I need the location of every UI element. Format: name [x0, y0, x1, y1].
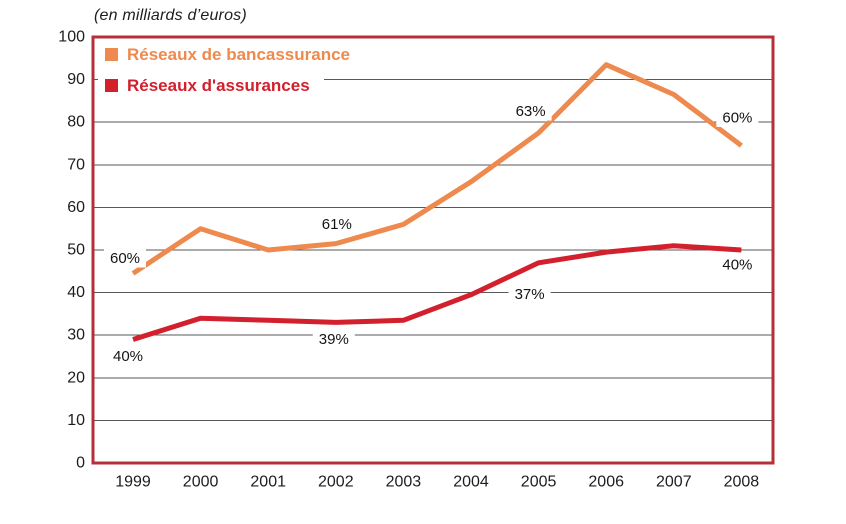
- y-axis-tick-label: 60: [67, 199, 85, 216]
- y-axis-tick-label: 80: [67, 114, 85, 131]
- legend: Réseaux de bancassurance Réseaux d'assur…: [98, 41, 365, 99]
- series-line-assurances: [132, 243, 742, 342]
- data-label: 60%: [722, 109, 752, 126]
- legend-swatch-assurances-icon: [105, 79, 118, 92]
- x-axis-tick-label: 2004: [453, 473, 489, 490]
- y-axis-tick-label: 70: [67, 156, 85, 173]
- data-label: 61%: [322, 216, 352, 233]
- data-label: 40%: [722, 256, 752, 273]
- data-label-halo: [312, 330, 355, 349]
- legend-swatch-bancassurance-icon: [105, 48, 118, 61]
- legend-item-assurances: Réseaux d'assurances: [98, 72, 324, 99]
- y-axis-tick-label: 100: [58, 29, 85, 46]
- data-label-halo: [716, 255, 759, 274]
- x-axis-tick-label: 2007: [656, 473, 692, 490]
- data-label: 40%: [113, 348, 143, 365]
- data-label: 37%: [515, 286, 545, 303]
- y-axis-unit-label: (en milliards d’euros): [94, 7, 247, 24]
- data-label: 63%: [516, 103, 546, 120]
- data-label-halo: [509, 102, 552, 121]
- x-axis-tick-label: 2002: [318, 473, 354, 490]
- data-label: 60%: [110, 250, 140, 267]
- x-axis-tick-label: 2008: [724, 473, 760, 490]
- x-axis-tick-label: 2003: [386, 473, 422, 490]
- y-axis-tick-label: 0: [76, 455, 85, 472]
- data-label-halo: [315, 215, 358, 234]
- y-axis-tick-label: 90: [67, 71, 85, 88]
- data-label-halo: [107, 347, 149, 366]
- x-axis-tick-label: 2001: [250, 473, 286, 490]
- legend-label-assurances: Réseaux d'assurances: [127, 76, 310, 95]
- x-axis-tick-label: 2000: [183, 473, 219, 490]
- data-label-halo: [508, 285, 551, 304]
- y-axis-tick-label: 30: [67, 327, 85, 344]
- legend-label-bancassurance: Réseaux de bancassurance: [127, 45, 351, 64]
- plot-frame: [91, 35, 775, 465]
- data-label-halo: [104, 249, 146, 268]
- legend-item-bancassurance: Réseaux de bancassurance: [98, 41, 365, 68]
- data-label: 39%: [319, 331, 349, 348]
- data-label-halo: [716, 108, 759, 127]
- x-axis-tick-label: 2005: [521, 473, 557, 490]
- y-axis-tick-label: 50: [67, 242, 85, 259]
- y-axis-tick-label: 20: [67, 369, 85, 386]
- x-axis-tick-label: 1999: [115, 473, 151, 490]
- y-axis-tick-label: 10: [67, 412, 85, 429]
- y-axis-tick-label: 40: [67, 284, 85, 301]
- series-line-bancassurance: [131, 62, 743, 276]
- x-axis-tick-label: 2006: [588, 473, 624, 490]
